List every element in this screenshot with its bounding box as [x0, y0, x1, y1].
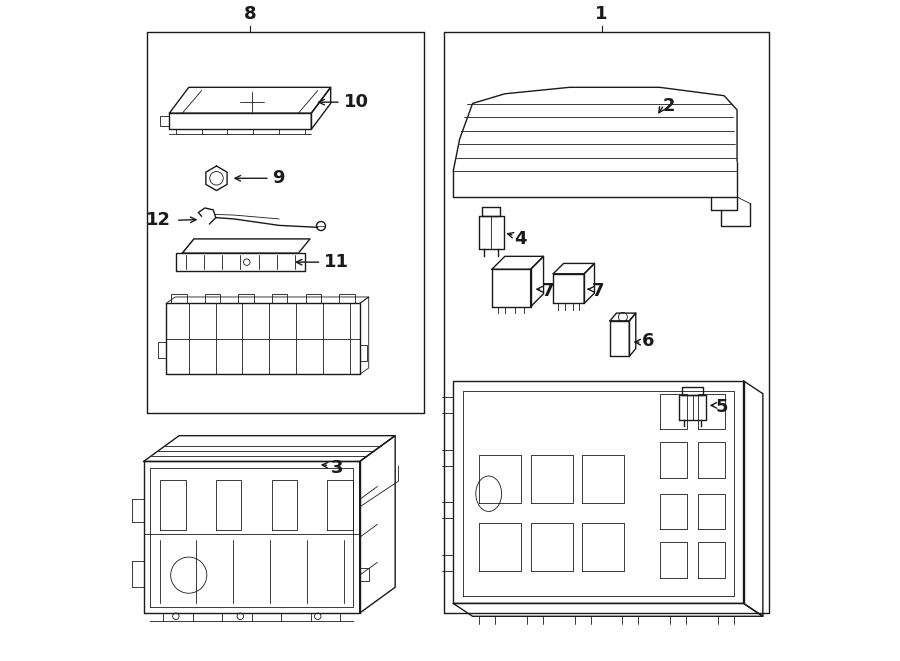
Text: 1: 1	[595, 5, 608, 23]
Text: 9: 9	[235, 169, 285, 187]
Text: 3: 3	[330, 459, 343, 477]
Text: 12: 12	[147, 212, 171, 229]
Text: 10: 10	[319, 93, 369, 111]
Text: 2: 2	[663, 97, 675, 115]
Text: 6: 6	[642, 332, 654, 350]
Text: 8: 8	[244, 5, 256, 23]
Text: 7: 7	[542, 282, 554, 299]
Text: 7: 7	[592, 282, 605, 299]
Text: 11: 11	[296, 253, 349, 271]
Text: 4: 4	[515, 230, 527, 248]
Text: 5: 5	[716, 398, 728, 416]
